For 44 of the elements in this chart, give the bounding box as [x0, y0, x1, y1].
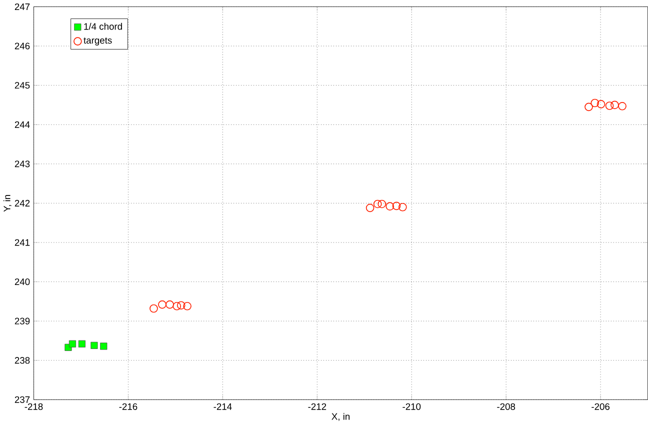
legend-label: targets: [84, 37, 112, 46]
x-tick-label: -214: [214, 403, 232, 410]
point: [584, 102, 593, 111]
x-tick-label: -210: [402, 403, 421, 410]
y-tick-label: 241: [14, 239, 30, 246]
point: [605, 101, 614, 110]
point: [90, 342, 98, 349]
y-tick-label: 247: [14, 3, 30, 10]
y-tick-label: 242: [14, 200, 30, 206]
y-tick-label: 238: [14, 356, 30, 364]
point: [172, 302, 182, 310]
point: [68, 340, 76, 348]
x-axis-title: X, in: [332, 412, 350, 421]
x-tick-label: -216: [119, 403, 138, 410]
point: [398, 202, 407, 212]
point: [596, 100, 606, 108]
point: [618, 102, 626, 110]
y-tick-label: 245: [14, 82, 30, 88]
point: [100, 342, 108, 350]
y-tick-label: 237: [14, 396, 30, 403]
point: [150, 304, 158, 312]
y-axis-title: Y, in: [3, 194, 12, 212]
x-tick-label: -206: [592, 403, 610, 410]
legend-label: 1/4 chord: [84, 22, 122, 30]
x-tick-label: -208: [497, 403, 516, 410]
x-tick-label: -218: [24, 403, 43, 410]
point: [386, 202, 394, 210]
point: [183, 302, 192, 310]
point: [373, 200, 382, 208]
point: [158, 300, 166, 309]
y-tick-label: 239: [14, 318, 30, 324]
point: [590, 98, 600, 107]
y-tick-label: 240: [14, 278, 30, 285]
point: [378, 200, 386, 208]
point: [610, 100, 619, 109]
y-tick-label: 246: [14, 42, 30, 50]
point: [176, 300, 186, 310]
point: [366, 204, 374, 212]
y-tick-label: 244: [14, 121, 30, 128]
point: [166, 300, 174, 309]
point: [78, 340, 86, 348]
point: [392, 202, 401, 210]
x-tick-label: -212: [308, 403, 326, 410]
y-tick-label: 243: [14, 160, 30, 168]
